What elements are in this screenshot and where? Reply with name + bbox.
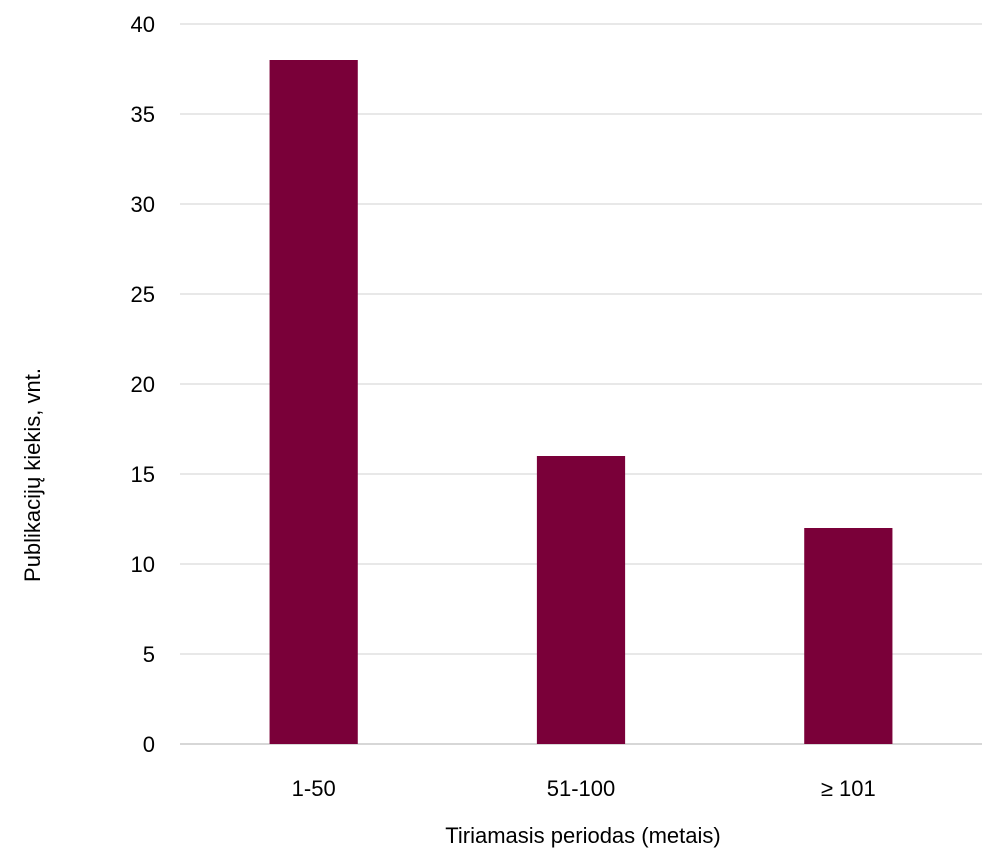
y-tick-label: 40 — [131, 12, 155, 37]
y-tick-label: 10 — [131, 552, 155, 577]
y-tick-labels: 0 5 10 15 20 25 30 35 40 — [131, 12, 155, 757]
bar-3 — [804, 528, 893, 744]
y-tick-label: 20 — [131, 372, 155, 397]
y-tick-label: 15 — [131, 462, 155, 487]
y-tick-label: 25 — [131, 282, 155, 307]
y-tick-label: 30 — [131, 192, 155, 217]
y-tick-label: 0 — [143, 732, 155, 757]
bar-2 — [536, 456, 626, 744]
bars — [269, 60, 893, 744]
x-tick-label: 51-100 — [547, 776, 616, 801]
bar-1 — [269, 60, 358, 744]
x-tick-label: ≥ 101 — [821, 776, 876, 801]
y-tick-label: 5 — [143, 642, 155, 667]
x-tick-label: 1-50 — [292, 776, 336, 801]
x-tick-labels: 1-50 51-100 ≥ 101 — [292, 776, 876, 801]
y-tick-label: 35 — [131, 102, 155, 127]
y-axis-title: Publikacijų kiekis, vnt. — [20, 368, 45, 582]
x-axis-title: Tiriamasis periodas (metais) — [445, 823, 720, 848]
